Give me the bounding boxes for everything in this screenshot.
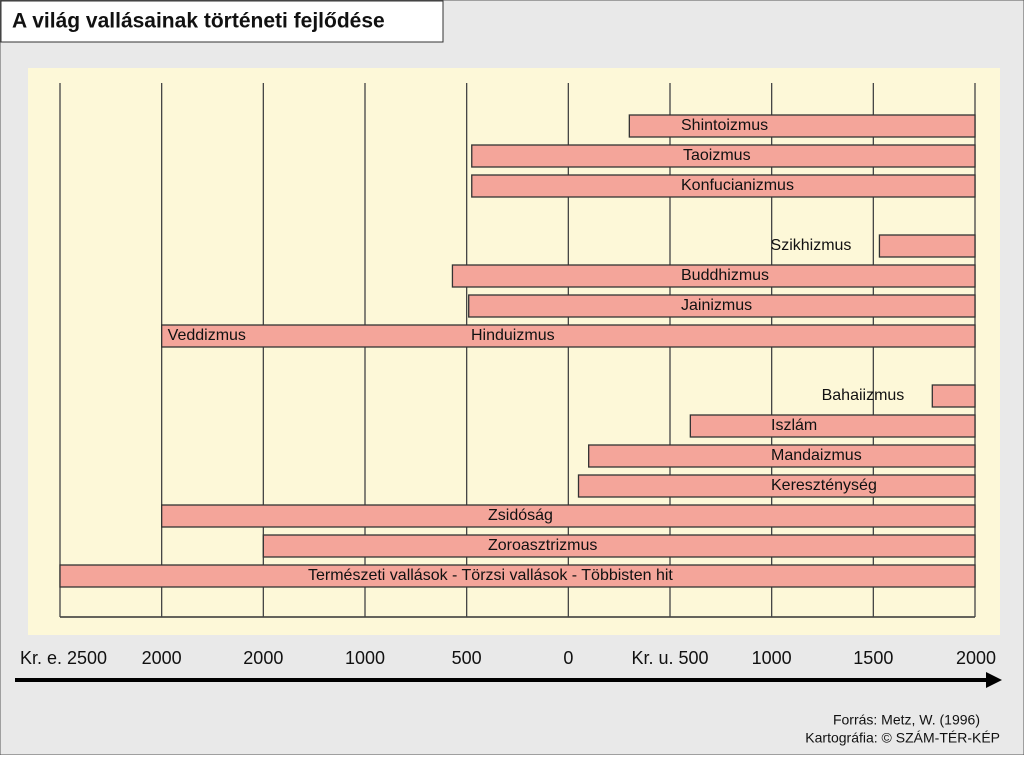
bar-sublabel: Veddizmus xyxy=(168,327,246,344)
bar xyxy=(931,384,976,408)
bar xyxy=(577,474,976,498)
arrow-head xyxy=(986,672,1002,688)
x-tick-label: 2000 xyxy=(243,648,283,668)
bar-label: Shintoizmus xyxy=(681,117,768,134)
bar xyxy=(161,504,976,528)
source: Forrás: Metz, W. (1996) xyxy=(833,712,980,728)
chart-title: A világ vallásainak történeti fejlődése xyxy=(12,10,385,33)
bar xyxy=(689,414,976,438)
x-tick-label: 2000 xyxy=(142,648,182,668)
bar xyxy=(468,294,976,318)
bar-label: Zsidóság xyxy=(488,507,553,524)
bar-label: Taoizmus xyxy=(683,147,751,164)
bar-label: Szikhizmus xyxy=(771,237,852,254)
bar-label: Zoroasztrizmus xyxy=(488,537,597,554)
bar xyxy=(59,564,976,588)
bar-label: Bahaiizmus xyxy=(822,387,905,404)
bar-label: Iszlám xyxy=(771,417,817,434)
x-tick-label: 1000 xyxy=(752,648,792,668)
x-tick-label: 500 xyxy=(452,648,482,668)
bar xyxy=(451,264,976,288)
credit: Kartográfia: © SZÁM-TÉR-KÉP xyxy=(805,730,1000,746)
bar-label: Jainizmus xyxy=(681,297,752,314)
x-tick-label: Kr. u. 500 xyxy=(631,648,708,668)
bar xyxy=(878,234,976,258)
bar xyxy=(471,144,976,168)
bar-label: Buddhizmus xyxy=(681,267,769,284)
bar xyxy=(471,174,976,198)
bar xyxy=(161,324,976,348)
bar-label: Kereszténység xyxy=(771,477,877,494)
bar-label: Konfucianizmus xyxy=(681,177,794,194)
bar xyxy=(628,114,976,138)
x-tick-label: 1500 xyxy=(853,648,893,668)
x-tick-label: 1000 xyxy=(345,648,385,668)
bar-label: Mandaizmus xyxy=(771,447,862,464)
bar xyxy=(262,534,976,558)
bar-label: Természeti vallások - Törzsi vallások - … xyxy=(308,567,673,584)
bar-label: Hinduizmus xyxy=(471,327,555,344)
title-box xyxy=(0,0,444,43)
bar xyxy=(588,444,976,468)
x-tick-label: Kr. e. 2500 xyxy=(20,648,107,668)
x-tick-label: 2000 xyxy=(956,648,996,668)
x-tick-label: 0 xyxy=(563,648,573,668)
